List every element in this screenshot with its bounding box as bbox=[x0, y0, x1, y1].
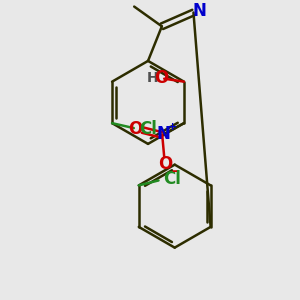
Text: O: O bbox=[154, 69, 168, 87]
Text: +: + bbox=[167, 122, 177, 132]
Text: O: O bbox=[128, 120, 143, 138]
Text: -: - bbox=[171, 164, 177, 178]
Text: N: N bbox=[156, 125, 170, 143]
Text: N: N bbox=[193, 2, 206, 20]
Text: O: O bbox=[158, 155, 172, 173]
Text: Cl: Cl bbox=[164, 170, 181, 188]
Text: H: H bbox=[146, 71, 158, 85]
Text: Cl: Cl bbox=[139, 120, 157, 138]
